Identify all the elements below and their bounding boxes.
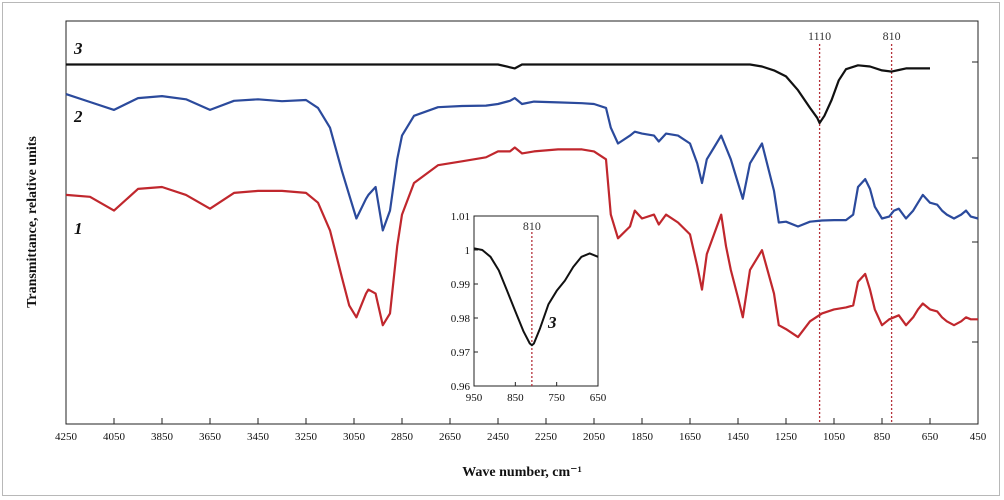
inset-ticks: 950 850 750 650 1.01 1 0.99 0.98 0.97 0.96 xyxy=(451,211,607,404)
inset-marker-line: 810 xyxy=(523,219,541,386)
plot-area xyxy=(65,20,979,425)
series-line-3 xyxy=(66,63,930,125)
series-line-2 xyxy=(65,93,979,232)
curve-label-3: 3 xyxy=(73,39,83,58)
inset-x-tick-label: 950 xyxy=(466,392,483,404)
x-tick-label: 850 xyxy=(874,431,891,443)
inset-y-tick-label: 0.97 xyxy=(451,347,471,359)
x-tick-label: 2250 xyxy=(535,431,558,443)
series-line-1 xyxy=(65,146,978,339)
x-tick-label: 3250 xyxy=(295,431,318,443)
inset-y-tick-label: 1 xyxy=(465,245,471,257)
x-tick-label: 450 xyxy=(970,431,987,443)
x-tick-label: 1250 xyxy=(775,431,798,443)
inset-y-tick-label: 0.96 xyxy=(451,381,471,393)
x-tick-label: 1850 xyxy=(631,431,654,443)
x-tick-label: 1450 xyxy=(727,431,750,443)
curve-label-2: 2 xyxy=(73,107,83,126)
main-marker-lines: 1110 810 xyxy=(808,29,901,424)
x-tick-label: 2450 xyxy=(487,431,510,443)
marker-label-810: 810 xyxy=(883,29,901,43)
x-tick-label: 3050 xyxy=(343,431,366,443)
inset-series-line-3 xyxy=(473,247,599,347)
main-plot: 4250 4050 3850 3650 3450 3250 3050 2850 2650 2450… xyxy=(55,20,987,443)
inset-series: 3 xyxy=(473,247,599,347)
x-tick-label: 3850 xyxy=(151,431,174,443)
inset-y-tick-label: 0.99 xyxy=(451,279,471,291)
inset-plot: 950 850 750 650 1.01 1 0.99 0.98 0.97 0.96 810 3 xyxy=(451,211,607,404)
inset-x-tick-label: 650 xyxy=(590,392,607,404)
main-series xyxy=(65,63,979,339)
inset-marker-label: 810 xyxy=(523,219,541,233)
x-tick-label: 3450 xyxy=(247,431,270,443)
y-axis-title: Transmittance, relative units xyxy=(25,136,40,308)
x-tick-label: 1650 xyxy=(679,431,702,443)
inset-y-tick-label: 0.98 xyxy=(451,313,471,325)
marker-label-1110: 1110 xyxy=(808,29,831,43)
inset-plot-area xyxy=(473,215,599,387)
x-axis-title: Wave number, cm⁻¹ xyxy=(462,465,582,480)
curve-label-1: 1 xyxy=(74,219,83,238)
x-tick-label: 2850 xyxy=(391,431,414,443)
x-tick-label: 1050 xyxy=(823,431,846,443)
x-tick-label: 3650 xyxy=(199,431,222,443)
x-tick-label: 2650 xyxy=(439,431,462,443)
x-tick-label: 2050 xyxy=(583,431,606,443)
x-tick-label: 4050 xyxy=(103,431,126,443)
x-tick-label: 4250 xyxy=(55,431,78,443)
x-tick-label: 650 xyxy=(922,431,939,443)
inset-curve-label-3: 3 xyxy=(547,313,557,332)
inset-x-tick-label: 750 xyxy=(548,392,565,404)
inset-x-tick-label: 850 xyxy=(507,392,524,404)
main-x-ticks: 4250 4050 3850 3650 3450 3250 3050 2850 2650 2450… xyxy=(55,61,987,443)
curve-labels: 3 2 1 xyxy=(73,39,83,238)
inset-y-tick-label: 1.01 xyxy=(451,211,470,223)
